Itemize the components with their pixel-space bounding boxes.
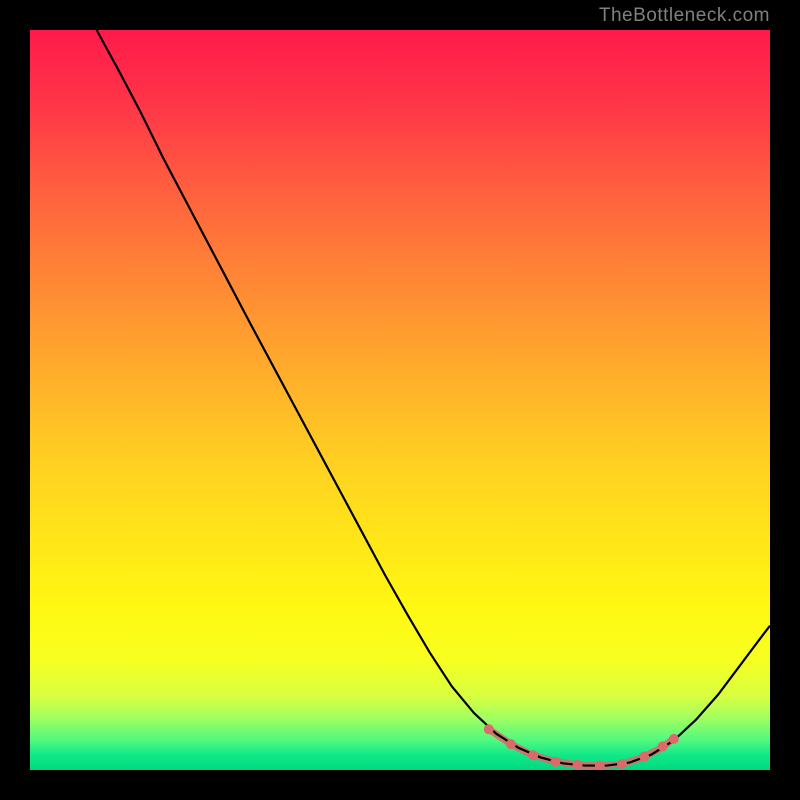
main-curve <box>97 30 770 766</box>
highlight-marker <box>506 739 516 749</box>
highlight-marker <box>528 750 538 760</box>
watermark-text: TheBottleneck.com <box>599 5 770 27</box>
highlight-marker <box>550 757 560 767</box>
highlight-marker <box>669 734 679 744</box>
chart-container: TheBottleneck.com <box>0 0 800 800</box>
highlight-marker <box>573 760 583 770</box>
plot-area <box>30 30 770 770</box>
highlight-marker <box>658 741 668 751</box>
highlight-marker <box>617 759 627 769</box>
curve-overlay <box>30 30 770 770</box>
highlight-marker <box>484 724 494 734</box>
highlight-marker <box>639 752 649 762</box>
highlight-marker <box>595 761 605 770</box>
